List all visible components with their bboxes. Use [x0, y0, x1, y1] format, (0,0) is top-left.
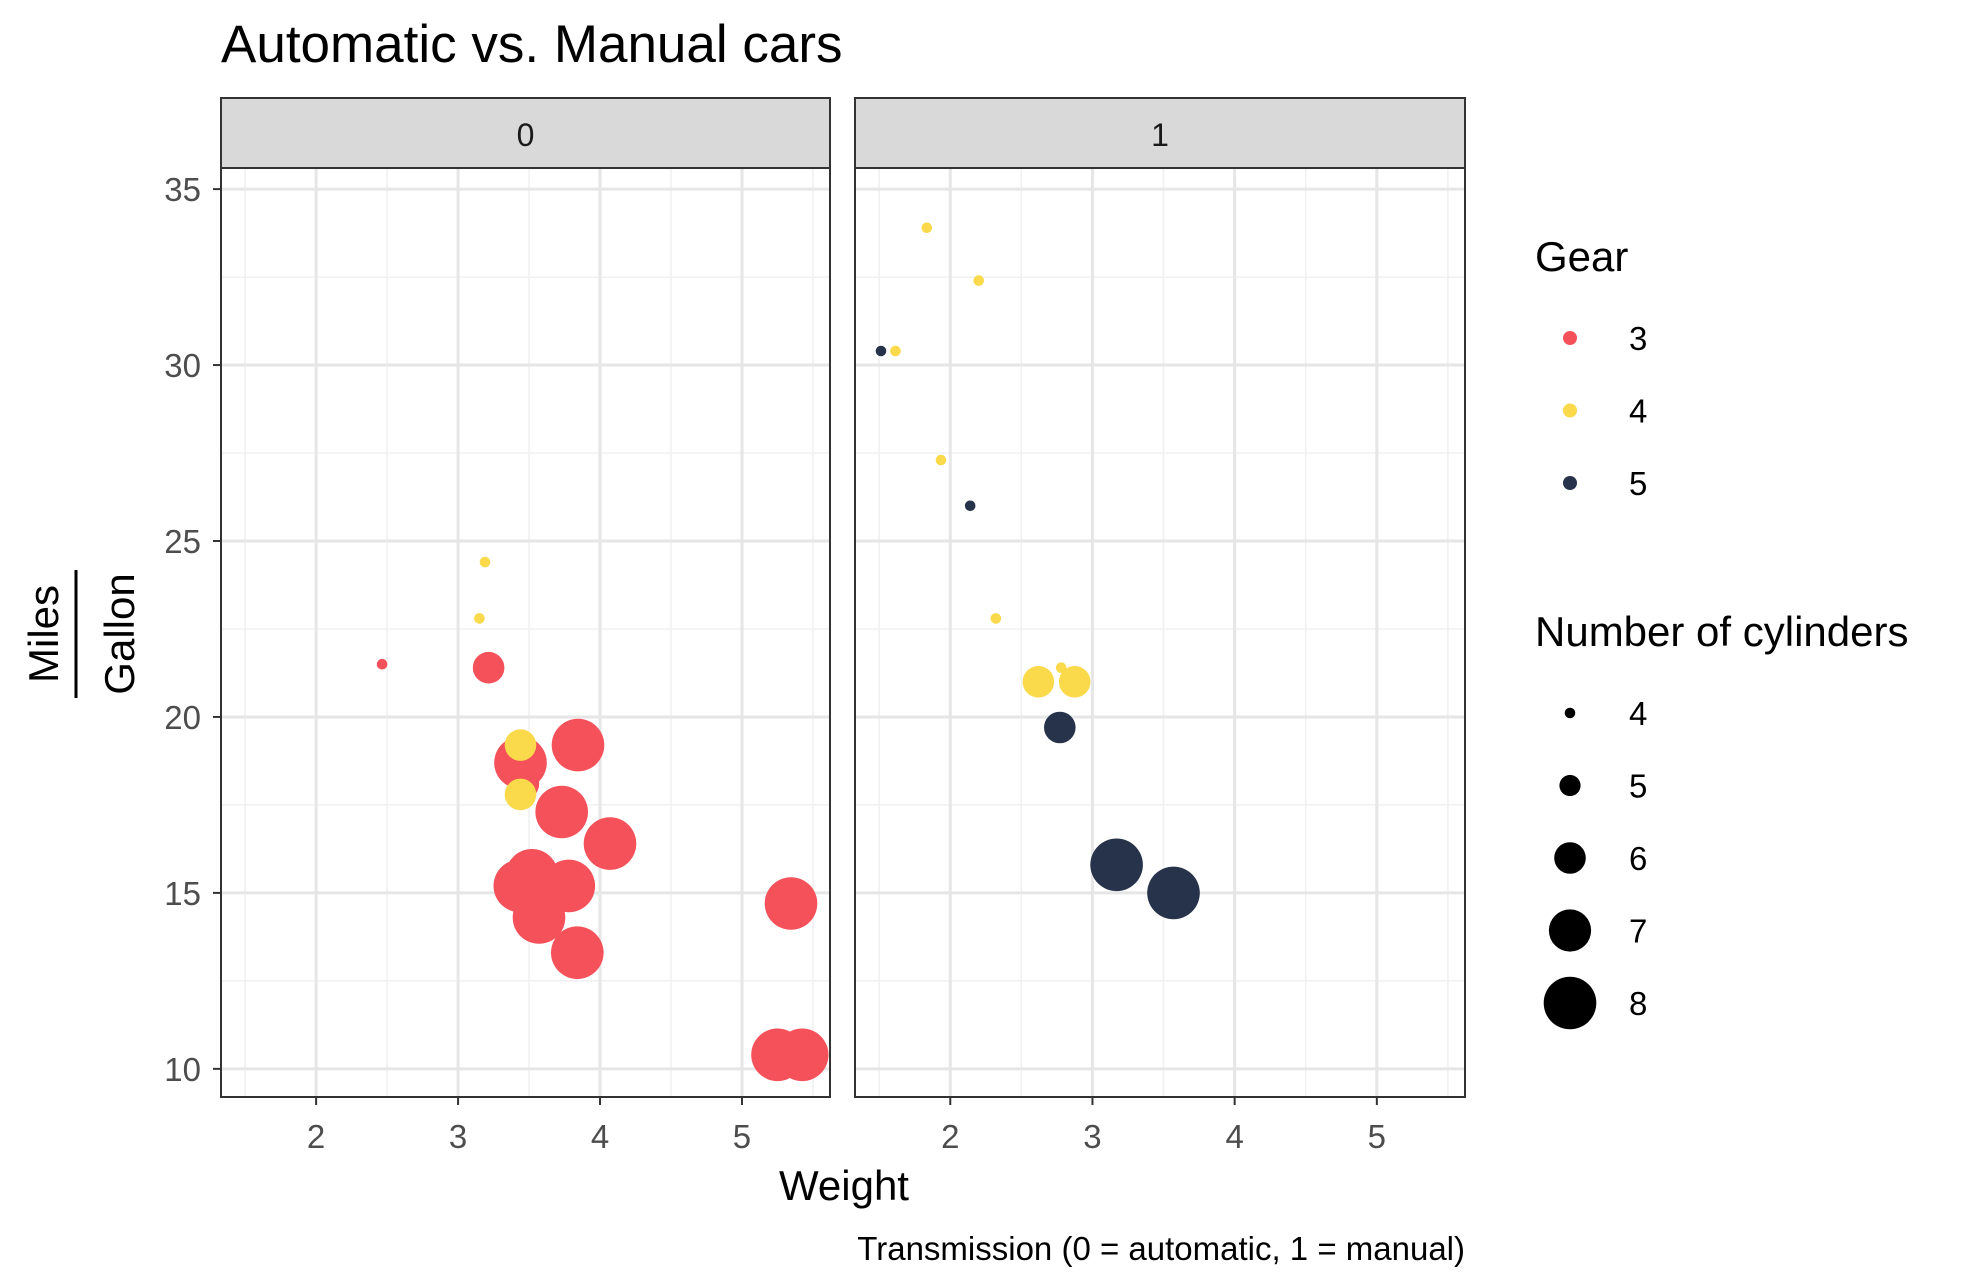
facet-strip-label-1: 1: [1151, 117, 1169, 153]
x-tick-label: 3: [1083, 1118, 1101, 1155]
legend-cylinders: Number of cylinders 4 5 6 7 8: [1535, 608, 1908, 1030]
y-tick-label: 15: [164, 875, 201, 912]
legend-cylinders-items: 4 5 6 7 8: [1543, 695, 1647, 1030]
x-tick-label: 4: [591, 1118, 609, 1155]
x-tick-label: 5: [733, 1118, 751, 1155]
data-point-gear-3-cyl-8: [775, 1028, 829, 1082]
legend-cylinders-title: Number of cylinders: [1535, 608, 1908, 655]
legend-cylinders-label-4: 4: [1629, 695, 1647, 732]
data-point-gear-3-cyl-8: [764, 877, 818, 930]
legend-gear-key-5: [1563, 476, 1577, 490]
y-tick-label: 35: [164, 171, 201, 208]
legend-gear-label-5: 5: [1629, 465, 1647, 502]
data-point-gear-3-cyl-8: [583, 817, 637, 870]
legend-gear-key-4: [1563, 403, 1577, 418]
facet-strip-1: [854, 97, 1466, 169]
data-point-gear-3-cyl-6: [472, 651, 505, 684]
data-point-gear-4-cyl-4: [479, 556, 491, 568]
legend-cylinders-label-5: 5: [1629, 768, 1647, 805]
y-ticks: 10 15 20 25 30 35: [164, 171, 221, 1088]
legend-gear-label-4: 4: [1629, 393, 1647, 430]
points-1: [875, 222, 1200, 920]
legend-cylinders-key-7: [1548, 909, 1592, 952]
data-point-gear-4-cyl-4: [890, 345, 901, 357]
data-point-gear-4-cyl-4: [1055, 662, 1067, 673]
data-point-gear-4-cyl-6: [504, 729, 537, 761]
legend-cylinders-label-8: 8: [1629, 985, 1647, 1022]
data-point-gear-3-cyl-8: [551, 926, 604, 979]
data-point-gear-4-cyl-4: [990, 613, 1002, 624]
x-tick-label: 4: [1225, 1118, 1243, 1155]
legend-gear-title: Gear: [1535, 233, 1628, 280]
y-axis-label-denominator: Gallon: [96, 573, 143, 694]
legend-cylinders-label-6: 6: [1629, 840, 1647, 877]
data-point-gear-4-cyl-4: [474, 613, 485, 624]
data-point-gear-5-cyl-4: [875, 345, 887, 357]
x-tick-label: 3: [449, 1118, 467, 1155]
data-point-gear-3-cyl-4: [376, 658, 388, 670]
x-ticks-1: 2 3 4 5: [941, 1097, 1386, 1155]
legend-cylinders-key-5: [1559, 774, 1581, 797]
data-point-gear-3-cyl-8: [535, 785, 588, 839]
data-point-gear-5-cyl-4: [964, 500, 976, 512]
y-tick-label: 25: [164, 523, 201, 560]
legend-cylinders-key-6: [1554, 842, 1586, 874]
y-axis-label-numerator: Miles: [20, 585, 67, 683]
legend-gear-label-3: 3: [1629, 320, 1647, 357]
data-point-gear-5-cyl-8: [1090, 838, 1143, 892]
data-point-gear-5-cyl-8: [1147, 866, 1200, 920]
caption: Transmission (0 = automatic, 1 = manual): [857, 1230, 1465, 1267]
y-axis-label: Miles Gallon: [20, 570, 143, 698]
x-tick-label: 2: [941, 1118, 959, 1155]
legend-cylinders-key-8: [1543, 976, 1597, 1030]
x-tick-label: 2: [307, 1118, 325, 1155]
legend-cylinders-label-7: 7: [1629, 913, 1647, 950]
data-point-gear-3-cyl-8: [493, 859, 547, 913]
data-point-gear-4-cyl-4: [935, 454, 947, 466]
data-point-gear-4-cyl-6: [504, 778, 537, 811]
gridlines-1: [855, 168, 1465, 1097]
facet-panel-manual: 1 2 3 4 5: [854, 97, 1466, 1155]
data-point-gear-4-cyl-4: [973, 275, 984, 286]
y-tick-label: 10: [164, 1051, 201, 1088]
x-ticks-0: 2 3 4 5: [307, 1097, 751, 1155]
chart-title: Automatic vs. Manual cars: [221, 15, 843, 74]
data-point-gear-5-cyl-6: [1044, 711, 1076, 744]
gridlines-0: [221, 168, 830, 1097]
facet-strip-0: [220, 97, 831, 169]
data-point-gear-4-cyl-6: [1058, 666, 1091, 698]
points-0: [376, 556, 829, 1082]
legend-gear: Gear 3 4 5: [1535, 233, 1647, 502]
legend-gear-key-3: [1563, 331, 1577, 345]
legend-gear-items: 3 4 5: [1563, 320, 1647, 502]
facet-panel-automatic: 0 2 3 4 5: [220, 97, 831, 1155]
legend-cylinders-key-4: [1564, 707, 1576, 719]
facet-strip-label-0: 0: [517, 117, 535, 153]
data-point-gear-4-cyl-4: [921, 222, 933, 234]
x-axis-label: Weight: [779, 1162, 909, 1209]
panel-border-1: [854, 167, 1466, 1098]
data-point-gear-4-cyl-6: [1022, 666, 1055, 698]
data-point-gear-3-cyl-8: [551, 718, 605, 772]
y-tick-label: 30: [164, 347, 201, 384]
y-tick-label: 20: [164, 699, 201, 736]
panel-border-0: [220, 167, 831, 1098]
x-tick-label: 5: [1368, 1118, 1386, 1155]
